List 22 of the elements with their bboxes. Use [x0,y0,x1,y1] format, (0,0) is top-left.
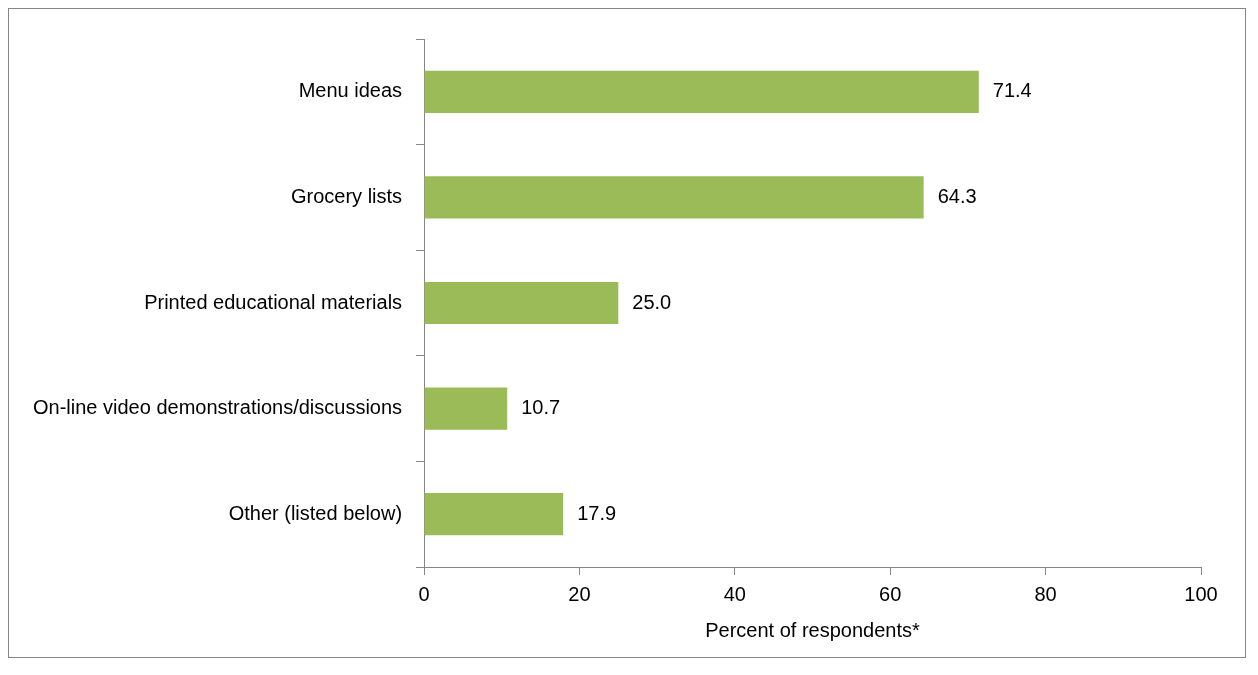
data-label: 10.7 [521,396,561,419]
bar [424,176,924,219]
x-tick-label: 60 [879,582,902,605]
bar [424,493,564,536]
y-tick-label: Other (listed below) [228,501,403,524]
y-tick-label: Printed educational materials [144,290,403,313]
x-tick-label: 80 [1034,582,1057,605]
x-tick-label: 100 [1184,582,1218,605]
bar [424,70,979,113]
x-tick-label: 40 [723,582,746,605]
data-label: 64.3 [937,184,977,207]
x-axis-title: Percent of respondents* [705,618,921,641]
y-tick-label: On-line video demonstrations/discussions [32,396,403,419]
x-tick-label: 20 [568,582,591,605]
data-label: 17.9 [577,501,617,524]
data-label: 25.0 [632,290,672,313]
y-tick-label: Menu ideas [298,79,403,102]
bar [424,281,619,325]
x-tick-label: 0 [418,582,430,605]
data-label: 71.4 [992,79,1032,102]
y-tick-label: Grocery lists [290,184,403,207]
bar [424,387,508,430]
